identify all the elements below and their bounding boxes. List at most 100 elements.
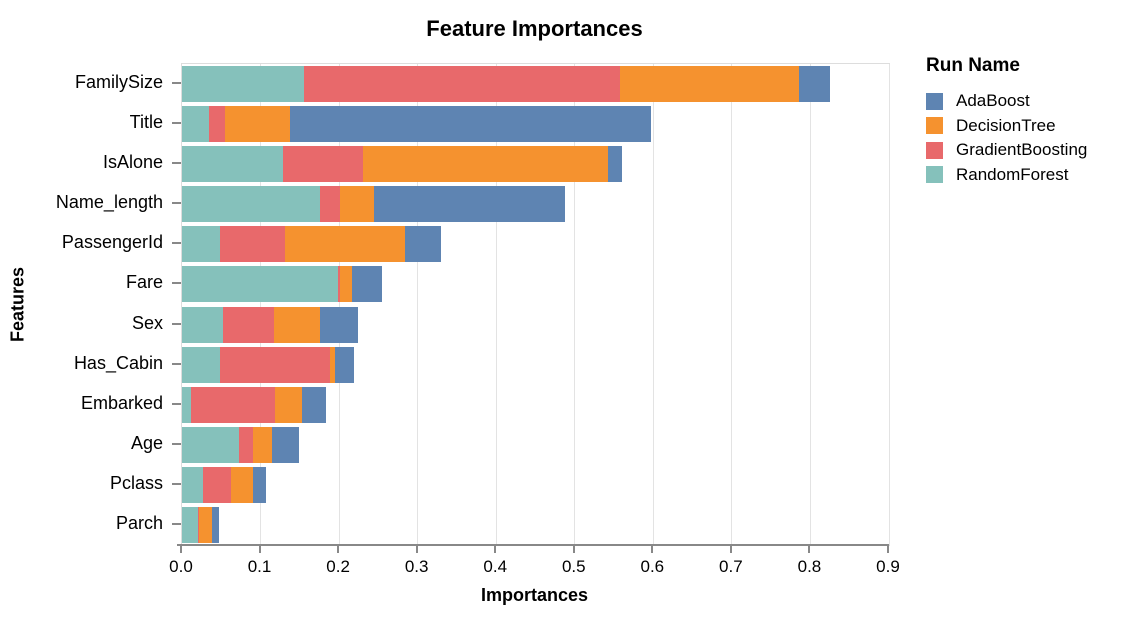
legend-entry-AdaBoost: AdaBoost xyxy=(926,89,1087,114)
legend-label-AdaBoost: AdaBoost xyxy=(956,91,1030,111)
bar-segment-Has_Cabin-RandomForest xyxy=(182,346,221,383)
chart-title: Feature Importances xyxy=(426,16,643,41)
y-tick-IsAlone xyxy=(172,162,181,165)
gridline-0.1 xyxy=(260,64,262,545)
legend-swatch-AdaBoost xyxy=(926,92,943,110)
x-tick-label-0.5: 0.5 xyxy=(561,557,586,576)
x-tick-0.7 xyxy=(729,546,732,553)
bar-segment-Embarked-RandomForest xyxy=(182,386,192,423)
x-tick-label-0.6: 0.6 xyxy=(640,557,665,576)
y-tick-Pclass xyxy=(172,482,181,485)
y-tick-Age xyxy=(172,442,181,445)
bar-segment-Embarked-AdaBoost xyxy=(302,386,326,423)
x-tick-0.3 xyxy=(415,546,418,553)
legend-entry-RandomForest: RandomForest xyxy=(926,163,1087,188)
gridline-0.7 xyxy=(731,64,733,545)
gridline-0.6 xyxy=(652,64,654,545)
x-tick-label-0.9: 0.9 xyxy=(876,557,900,576)
y-tick-label-Embarked: Embarked xyxy=(80,392,163,413)
legend-swatch-GradientBoosting xyxy=(926,141,943,159)
bar-segment-IsAlone-AdaBoost xyxy=(607,146,622,183)
bar-segment-FamilySize-AdaBoost xyxy=(799,66,831,102)
y-tick-label-Age: Age xyxy=(130,432,163,453)
bar-Name_length xyxy=(182,186,889,223)
bar-segment-PassengerId-AdaBoost xyxy=(405,226,442,263)
y-tick-label-Parch: Parch xyxy=(115,512,163,533)
bar-segment-Sex-RandomForest xyxy=(182,306,223,343)
plot-area xyxy=(181,63,890,546)
x-tick-0.5 xyxy=(572,546,575,553)
x-tick-0.0 xyxy=(180,546,182,553)
bar-segment-Title-DecisionTree xyxy=(225,106,291,143)
bar-segment-FamilySize-GradientBoosting xyxy=(303,66,620,102)
bar-segment-PassengerId-GradientBoosting xyxy=(220,226,285,263)
legend-label-RandomForest: RandomForest xyxy=(956,164,1069,184)
bar-segment-Age-DecisionTree xyxy=(253,426,272,463)
bar-segment-IsAlone-DecisionTree xyxy=(363,146,608,183)
bar-segment-Age-GradientBoosting xyxy=(238,426,254,463)
legend-entries: AdaBoost DecisionTree GradientBoosting Rand… xyxy=(926,89,1087,187)
x-tick-label-0.7: 0.7 xyxy=(719,557,743,576)
legend-title: Run Name xyxy=(926,55,1020,76)
legend-label-DecisionTree: DecisionTree xyxy=(956,115,1056,135)
y-tick-Parch xyxy=(172,522,181,525)
bar-Title xyxy=(182,106,889,143)
bar-segment-Pclass-DecisionTree xyxy=(230,466,254,503)
bar-Age xyxy=(182,426,889,463)
gridline-0.3 xyxy=(417,64,419,545)
bar-segment-IsAlone-RandomForest xyxy=(182,146,284,183)
x-tick-0.8 xyxy=(808,546,811,553)
y-tick-label-FamilySize: FamilySize xyxy=(74,72,163,93)
y-tick-label-Title: Title xyxy=(129,112,163,133)
bar-segment-Has_Cabin-GradientBoosting xyxy=(220,346,330,383)
bar-segment-Embarked-GradientBoosting xyxy=(191,386,276,423)
bar-segment-Parch-GradientBoosting xyxy=(197,506,200,543)
x-axis-line xyxy=(177,544,889,546)
bar-segment-Embarked-DecisionTree xyxy=(275,386,303,423)
x-axis-title: Importances xyxy=(480,585,589,605)
bar-Has_Cabin xyxy=(182,346,889,383)
bar-FamilySize xyxy=(182,66,889,102)
legend-swatch-DecisionTree xyxy=(926,117,943,135)
bar-segment-Fare-AdaBoost xyxy=(352,266,382,303)
y-tick-label-Name_length: Name_length xyxy=(55,192,163,213)
bar-Fare xyxy=(182,266,889,303)
bar-Embarked xyxy=(182,386,889,423)
gridline-0.2 xyxy=(338,64,340,545)
x-tick-0.1 xyxy=(258,546,261,553)
bar-segment-Fare-GradientBoosting xyxy=(338,266,340,303)
y-tick-Sex xyxy=(172,322,181,325)
y-tick-label-PassengerId: PassengerId xyxy=(61,232,163,253)
y-tick-Name_length xyxy=(172,202,181,205)
y-tick-label-Has_Cabin: Has_Cabin xyxy=(73,352,163,373)
bar-segment-Name_length-GradientBoosting xyxy=(320,186,340,223)
bar-Parch xyxy=(182,506,889,543)
x-tick-label-0.8: 0.8 xyxy=(797,557,822,576)
legend-entry-DecisionTree: DecisionTree xyxy=(926,114,1087,139)
bar-segment-Pclass-AdaBoost xyxy=(253,466,267,503)
y-tick-Title xyxy=(172,122,181,125)
y-tick-FamilySize xyxy=(172,82,181,85)
gridline-0.5 xyxy=(574,64,576,545)
bar-segment-Pclass-RandomForest xyxy=(182,466,204,503)
gridline-0.4 xyxy=(495,64,497,545)
bar-segment-Fare-RandomForest xyxy=(182,266,339,303)
bar-segment-Name_length-AdaBoost xyxy=(373,186,565,223)
bar-segment-Name_length-RandomForest xyxy=(182,186,321,223)
y-tick-Embarked xyxy=(172,402,181,405)
gridline-0.9 xyxy=(888,64,890,545)
bar-segment-Pclass-GradientBoosting xyxy=(203,466,231,503)
bar-segment-PassengerId-DecisionTree xyxy=(284,226,406,263)
x-tick-label-0.1: 0.1 xyxy=(247,557,272,576)
bar-segment-Title-AdaBoost xyxy=(290,106,651,143)
x-tick-0.2 xyxy=(337,546,340,553)
x-tick-label-0.4: 0.4 xyxy=(483,557,508,576)
bar-segment-Name_length-DecisionTree xyxy=(339,186,374,223)
bar-segment-PassengerId-RandomForest xyxy=(182,226,221,263)
y-tick-label-Sex: Sex xyxy=(131,312,163,333)
bar-segment-Has_Cabin-AdaBoost xyxy=(335,346,355,383)
bar-segment-Sex-DecisionTree xyxy=(273,306,321,343)
y-tick-Has_Cabin xyxy=(172,362,181,365)
x-tick-0.9 xyxy=(887,546,889,553)
